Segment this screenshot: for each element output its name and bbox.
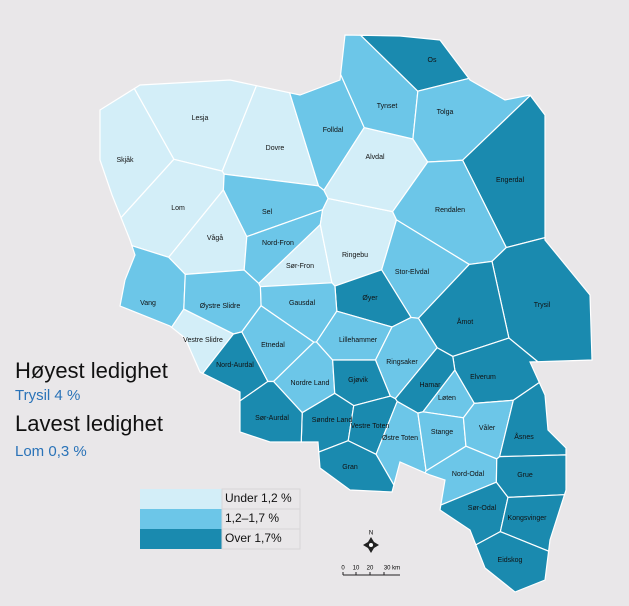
municipality-label: Sør-Odal xyxy=(468,505,497,512)
municipality-label: Sel xyxy=(262,209,273,216)
legend-label: 1,2–1,7 % xyxy=(225,511,279,525)
municipality-label: Folldal xyxy=(323,127,344,134)
municipality xyxy=(475,530,550,593)
municipality-label: Grue xyxy=(517,472,533,479)
legend: Under 1,2 % 1,2–1,7 % Over 1,7% xyxy=(140,488,301,550)
municipality-label: Engerdal xyxy=(496,177,524,184)
municipality-label: Os xyxy=(428,57,437,64)
municipality-label: Etnedal xyxy=(261,342,285,349)
regions xyxy=(99,34,593,593)
scale-bar: 0 10 20 30 km xyxy=(341,566,400,576)
municipality-label: Vestre Toten xyxy=(351,423,390,430)
legend-cell xyxy=(221,528,301,550)
municipality-label: Stange xyxy=(431,429,453,436)
scale-label: 20 xyxy=(367,566,374,572)
municipality-label: Tolga xyxy=(437,109,454,116)
municipality-label: Nord-Odal xyxy=(452,471,485,478)
region-labels: Lesja Skjåk Dovre Lom Vågå Sel Nord-Fron Sør-Fr… xyxy=(116,57,550,564)
municipality-label: Tynset xyxy=(377,103,398,110)
municipality-label: Våler xyxy=(479,424,496,432)
municipality-label: Gran xyxy=(342,464,358,471)
municipality xyxy=(498,381,567,458)
municipality-label: Vang xyxy=(140,300,156,307)
municipality-label: Ringebu xyxy=(342,252,368,259)
legend-swatch xyxy=(140,489,222,509)
municipality-label: Vågå xyxy=(207,234,223,242)
municipality-label: Rendalen xyxy=(435,207,465,214)
municipality-label: Østre Toten xyxy=(382,435,418,442)
municipality-label: Lillehammer xyxy=(339,337,378,344)
scale-label: 30 km xyxy=(384,566,400,572)
municipality-label: Dovre xyxy=(266,145,285,152)
municipality xyxy=(359,34,470,92)
municipality-label: Stor-Elvdal xyxy=(395,269,430,276)
compass-label: N xyxy=(369,531,373,537)
heading-detail: Lom 0,3 % xyxy=(15,443,87,460)
municipality xyxy=(239,380,303,443)
legend-label: Under 1,2 % xyxy=(225,491,292,505)
heading: Lavest ledighet xyxy=(15,411,163,436)
municipality-label: Øyer xyxy=(362,295,378,302)
municipality-label: Trysil xyxy=(534,302,551,309)
scale-label: 10 xyxy=(353,566,360,572)
municipality-label: Vestre Slidre xyxy=(183,337,223,344)
municipality-label: Elverum xyxy=(470,374,496,381)
municipality-label: Lesja xyxy=(192,115,209,122)
municipality xyxy=(318,440,395,493)
municipality-label: Ringsaker xyxy=(386,359,418,366)
municipality-label: Nord-Aurdal xyxy=(216,362,254,369)
municipality-label: Skjåk xyxy=(116,156,134,164)
compass-center xyxy=(369,543,373,547)
municipality-label: Lom xyxy=(171,205,185,212)
municipality-label: Eidskog xyxy=(498,557,523,564)
legend-swatch xyxy=(140,509,222,529)
municipality-label: Åmot xyxy=(457,317,473,326)
municipality-label: Søndre Land xyxy=(312,417,353,424)
municipality-label: Hamar xyxy=(419,382,441,389)
municipality-label: Kongsvinger xyxy=(508,515,548,522)
municipality-label: Nordre Land xyxy=(291,380,330,387)
scale-label: 0 xyxy=(341,566,345,572)
municipality-label: Sør-Aurdal xyxy=(255,415,289,422)
municipality-label: Nord-Fron xyxy=(262,240,294,247)
municipality-label: Sør-Fron xyxy=(286,263,314,270)
municipality-label: Alvdal xyxy=(365,154,385,161)
municipality-label: Gausdal xyxy=(289,300,316,307)
municipality-label: Gjøvik xyxy=(348,377,368,384)
municipality-label: Løten xyxy=(438,395,456,402)
municipality-label: Øystre Slidre xyxy=(200,303,241,310)
heading: Høyest ledighet xyxy=(15,358,168,383)
compass: N xyxy=(363,531,379,553)
municipality-label: Åsnes xyxy=(514,432,534,441)
legend-swatch xyxy=(140,529,222,549)
heading-detail: Trysil 4 % xyxy=(15,387,80,404)
legend-label: Over 1,7% xyxy=(225,531,282,545)
